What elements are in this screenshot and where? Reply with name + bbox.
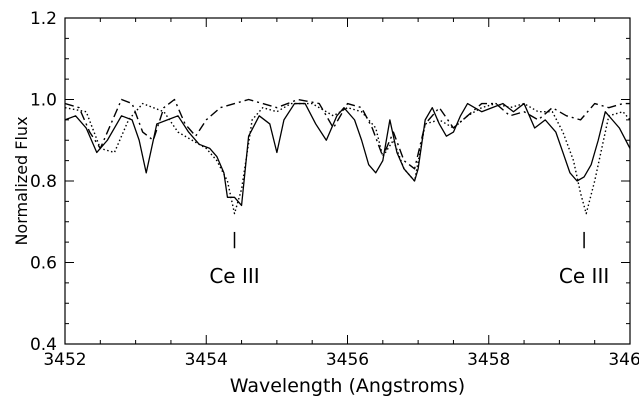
x-axis-title: Wavelength (Angstroms) (230, 375, 465, 397)
annotations: Ce III Ce III (209, 231, 609, 288)
series-layer (65, 98, 630, 215)
x-tick-label: 3452 (43, 350, 86, 370)
y-tick-label: 1.0 (30, 91, 57, 111)
series-line-dash-dot (65, 98, 630, 170)
x-tick-label: 3458 (467, 350, 510, 370)
y-tick-label: 0.8 (30, 172, 57, 192)
y-tick-label: 0.4 (30, 335, 57, 355)
x-tick-label: 3454 (185, 350, 228, 370)
series-line-solid (65, 102, 630, 207)
x-tick-label: 3456 (326, 350, 369, 370)
y-tick-label: 0.6 (30, 254, 57, 274)
line-label: Ce III (209, 264, 259, 288)
line-label: Ce III (559, 264, 609, 288)
y-axis-title: Normalized Flux (12, 116, 31, 245)
y-tick-label: 1.2 (30, 9, 57, 29)
plot-area (64, 17, 631, 345)
tick-marks (64, 17, 631, 345)
